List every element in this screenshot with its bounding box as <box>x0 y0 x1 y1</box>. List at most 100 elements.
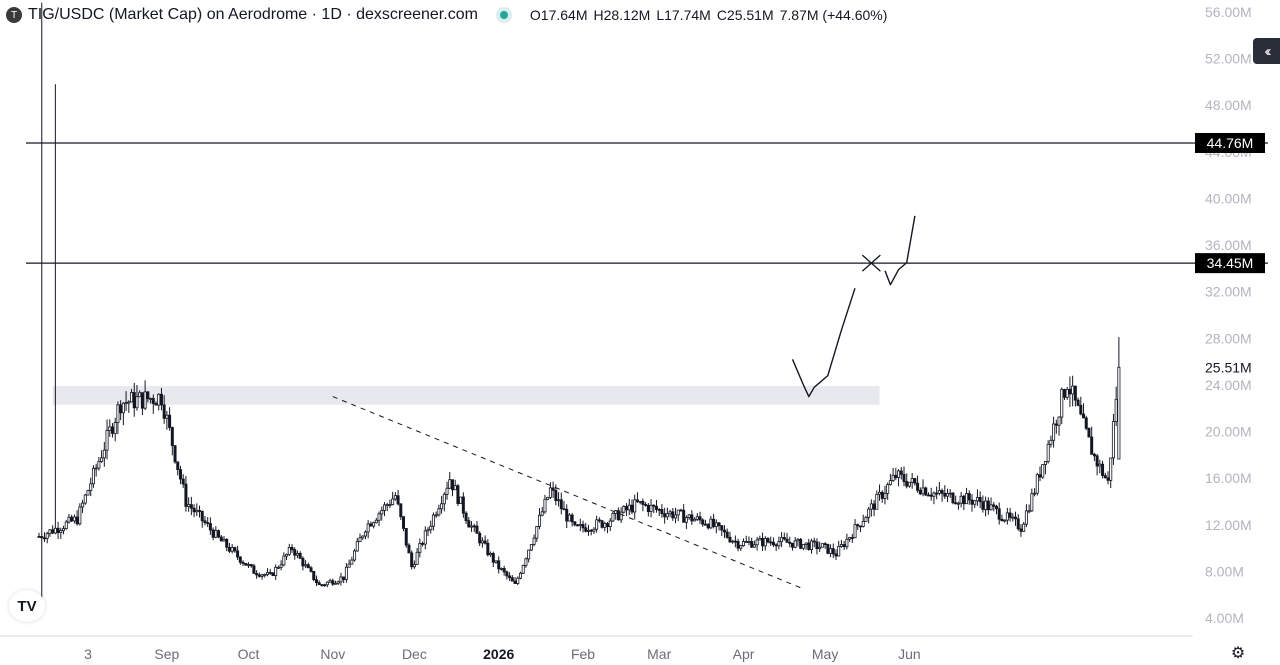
candle-body <box>219 536 223 542</box>
candle-body <box>402 516 406 529</box>
candle-body <box>1090 436 1094 455</box>
candle-body <box>720 525 724 531</box>
candle-body <box>1043 461 1047 465</box>
candle-body <box>554 489 558 501</box>
candle-body <box>535 526 539 539</box>
candle-body <box>597 519 601 522</box>
candle-body <box>135 396 139 409</box>
candle-body <box>72 516 76 522</box>
candle-body <box>766 538 770 543</box>
y-tick-label: 32.00M <box>1205 284 1252 300</box>
candle-body <box>124 402 128 404</box>
candle-body <box>59 530 63 534</box>
candle-body <box>671 511 675 519</box>
candle-body <box>869 503 873 510</box>
candle-body <box>796 538 800 542</box>
candle-body <box>502 568 506 573</box>
candle-body <box>442 493 446 505</box>
candle-body <box>40 536 44 539</box>
candle-body <box>470 525 474 528</box>
candle-body <box>233 547 237 552</box>
current-price-label: 25.51M <box>1205 359 1252 375</box>
projection-path-secondary <box>884 215 916 286</box>
candle-body <box>627 504 631 511</box>
candle-body <box>543 498 547 513</box>
candle-body <box>589 529 593 532</box>
candle-body <box>154 403 158 406</box>
candle-body <box>690 514 694 522</box>
candle-body <box>785 538 789 543</box>
candle-body <box>654 505 658 510</box>
candle-body <box>1003 519 1007 522</box>
candle-body <box>1103 475 1107 479</box>
candle-body <box>429 525 433 531</box>
candle-body <box>382 504 386 511</box>
candle-body <box>279 564 283 568</box>
candle-body <box>377 513 381 521</box>
candle-body <box>56 527 60 534</box>
candle-body <box>478 532 482 544</box>
candle-body <box>1008 512 1012 518</box>
candle-body <box>551 487 555 491</box>
candle-body <box>304 564 308 567</box>
candle-body <box>206 522 210 524</box>
candle-body <box>725 531 729 538</box>
candle-body <box>701 519 705 525</box>
candle-body <box>339 576 343 583</box>
x-tick-label: Dec <box>402 646 427 662</box>
chart-legend: T TIG/USDC (Market Cap) on Aerodrome · 1… <box>6 4 887 26</box>
candle-body <box>823 543 827 546</box>
candle-body <box>663 513 667 518</box>
candle-body <box>309 567 313 572</box>
candle-body <box>646 504 650 512</box>
candle-body <box>635 499 639 502</box>
candle-body <box>1019 528 1023 532</box>
candle-body <box>467 520 471 528</box>
candle-body <box>652 504 656 507</box>
candle-body <box>306 564 310 569</box>
candle-body <box>714 522 718 527</box>
candle-body <box>192 507 196 513</box>
candle-body <box>769 541 773 544</box>
candle-body <box>320 584 324 587</box>
candle-body <box>475 525 479 534</box>
candle-body <box>1041 464 1045 478</box>
candle-body <box>984 500 988 510</box>
candle-body <box>453 485 457 491</box>
candle-body <box>494 560 498 563</box>
candle-body <box>162 404 166 419</box>
candle-body <box>774 544 778 547</box>
candle-body <box>499 568 503 570</box>
candle-body <box>238 556 242 563</box>
candle-body <box>883 492 887 499</box>
candle-body <box>532 537 536 545</box>
price-labels-layer: 44.76M 34.45M 25.51M <box>1195 132 1265 375</box>
double-chevron-left-icon[interactable]: ‹‹ <box>1253 38 1280 64</box>
candle-body <box>328 580 332 583</box>
candle-body <box>703 523 707 526</box>
x-tick-label: Sep <box>154 646 179 662</box>
candle-body <box>1046 443 1050 462</box>
candle-body <box>1084 417 1088 429</box>
candle-body <box>456 485 460 504</box>
candle-body <box>42 537 46 540</box>
candle-body <box>989 504 993 511</box>
candle-body <box>540 511 544 516</box>
candle-body <box>820 543 824 548</box>
candle-body <box>418 542 422 553</box>
x-marker-icon <box>861 254 881 272</box>
gear-icon[interactable]: ⚙ <box>1230 645 1246 662</box>
candle-body <box>804 542 808 545</box>
candle-body <box>872 503 876 510</box>
candle-body <box>1117 366 1121 460</box>
candle-body <box>1049 439 1053 445</box>
candle-body <box>75 516 79 525</box>
candle-body <box>758 537 762 541</box>
y-tick-label: 4.00M <box>1205 610 1244 626</box>
candle-body <box>570 514 574 523</box>
candle-body <box>1082 413 1086 419</box>
candle-body <box>858 525 862 528</box>
candle-body <box>86 490 90 496</box>
x-tick-label: Feb <box>571 646 595 662</box>
